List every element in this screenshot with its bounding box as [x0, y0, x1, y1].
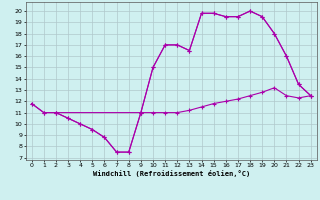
X-axis label: Windchill (Refroidissement éolien,°C): Windchill (Refroidissement éolien,°C) — [92, 170, 250, 177]
